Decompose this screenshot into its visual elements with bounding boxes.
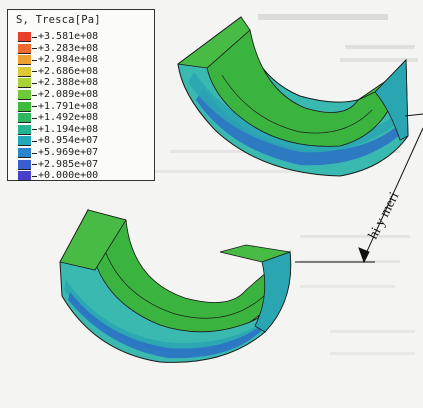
- legend-swatch: [18, 159, 31, 170]
- legend-entry: +8.954e+07: [18, 135, 99, 147]
- legend-tick: [32, 152, 37, 154]
- legend-tick: [32, 175, 37, 177]
- dimension-annotation: [295, 113, 423, 264]
- upper-bearing-shell: [176, 16, 409, 177]
- legend-swatch: [18, 171, 31, 182]
- legend-swatch: [18, 66, 31, 77]
- legend-entry-label: +3.581e+08: [38, 31, 99, 42]
- legend-entry: +0.000e+00: [18, 170, 99, 182]
- legend-entry: +2.984e+08: [18, 54, 99, 66]
- legend-tick: [32, 117, 37, 119]
- stress-legend: S, Tresca[Pa] +3.581e+08 +3.283e+08 +2.984…: [7, 9, 155, 182]
- legend-tick: [32, 106, 37, 108]
- lower-shell-bore-inner: [101, 241, 265, 319]
- legend-entry-label: +1.492e+08: [38, 112, 99, 124]
- legend-entry: +3.283e+08: [18, 42, 99, 54]
- legend-swatch: [18, 55, 31, 66]
- legend-title: S, Tresca[Pa]: [16, 14, 101, 26]
- legend-swatch: [18, 43, 31, 54]
- upper-shell-bore: [206, 29, 403, 147]
- legend-swatch: [18, 113, 31, 124]
- upper-shell-right-end: [374, 59, 409, 141]
- upper-shell-bore-inner: [221, 74, 373, 134]
- legend-entry-label: +1.791e+08: [38, 100, 99, 112]
- legend-entry-label: +8.954e+07: [38, 135, 99, 147]
- dimension-line: [363, 127, 423, 259]
- legend-entry-label: +0.000e+00: [38, 170, 99, 182]
- legend-entry-label: +5.969e+07: [38, 147, 99, 158]
- legend-swatch: [18, 136, 31, 147]
- legend-tick: [32, 129, 37, 131]
- legend-entry-label: +3.283e+08: [38, 42, 99, 54]
- lower-shell-left-face: [59, 209, 127, 271]
- legend-entry-label: +2.985e+07: [38, 158, 99, 170]
- legend-entry: +1.492e+08: [18, 112, 99, 124]
- legend-entry-label: +1.194e+08: [38, 123, 99, 135]
- legend-tick: [32, 48, 37, 50]
- legend-tick: [32, 140, 37, 142]
- legend-tick: [32, 164, 37, 166]
- upper-shell-left-face: [176, 16, 251, 69]
- legend-tick: [32, 82, 37, 84]
- legend-tick: [32, 94, 37, 96]
- legend-swatch: [18, 32, 31, 42]
- lower-shell-bore: [87, 209, 291, 333]
- legend-swatch: [18, 148, 31, 158]
- legend-swatch: [18, 124, 31, 135]
- legend-entry: +2.985e+07: [18, 158, 99, 170]
- legend-entry: +2.388e+08: [18, 77, 99, 89]
- legend-entry: +2.686e+08: [18, 65, 99, 77]
- legend-entry-label: +2.089e+08: [38, 89, 99, 100]
- legend-tick: [32, 59, 37, 61]
- legend-entry: +1.791e+08: [18, 100, 99, 112]
- upper-shell-blue-band: [196, 88, 402, 166]
- lower-bearing-shell: [59, 208, 292, 363]
- legend-swatch: [18, 101, 31, 112]
- legend-entry-label: +2.388e+08: [38, 77, 99, 89]
- lower-shell-right-end: [254, 251, 292, 333]
- legend-entry-label: +2.984e+08: [38, 54, 99, 66]
- legend-tick: [32, 71, 37, 73]
- legend-entry: +1.194e+08: [18, 123, 99, 135]
- upper-shell-teal-band: [188, 72, 404, 153]
- legend-entry: +5.969e+07: [18, 148, 98, 158]
- legend-entry-label: +2.686e+08: [38, 65, 99, 77]
- dimension-arrowhead: [358, 247, 370, 264]
- legend-entry: +2.089e+08: [18, 90, 98, 100]
- dimension-extension-top: [404, 113, 423, 117]
- legend-swatch: [18, 90, 31, 100]
- legend-swatch: [18, 78, 31, 89]
- legend-tick: [32, 36, 37, 38]
- legend-entry: +3.581e+08: [18, 32, 98, 42]
